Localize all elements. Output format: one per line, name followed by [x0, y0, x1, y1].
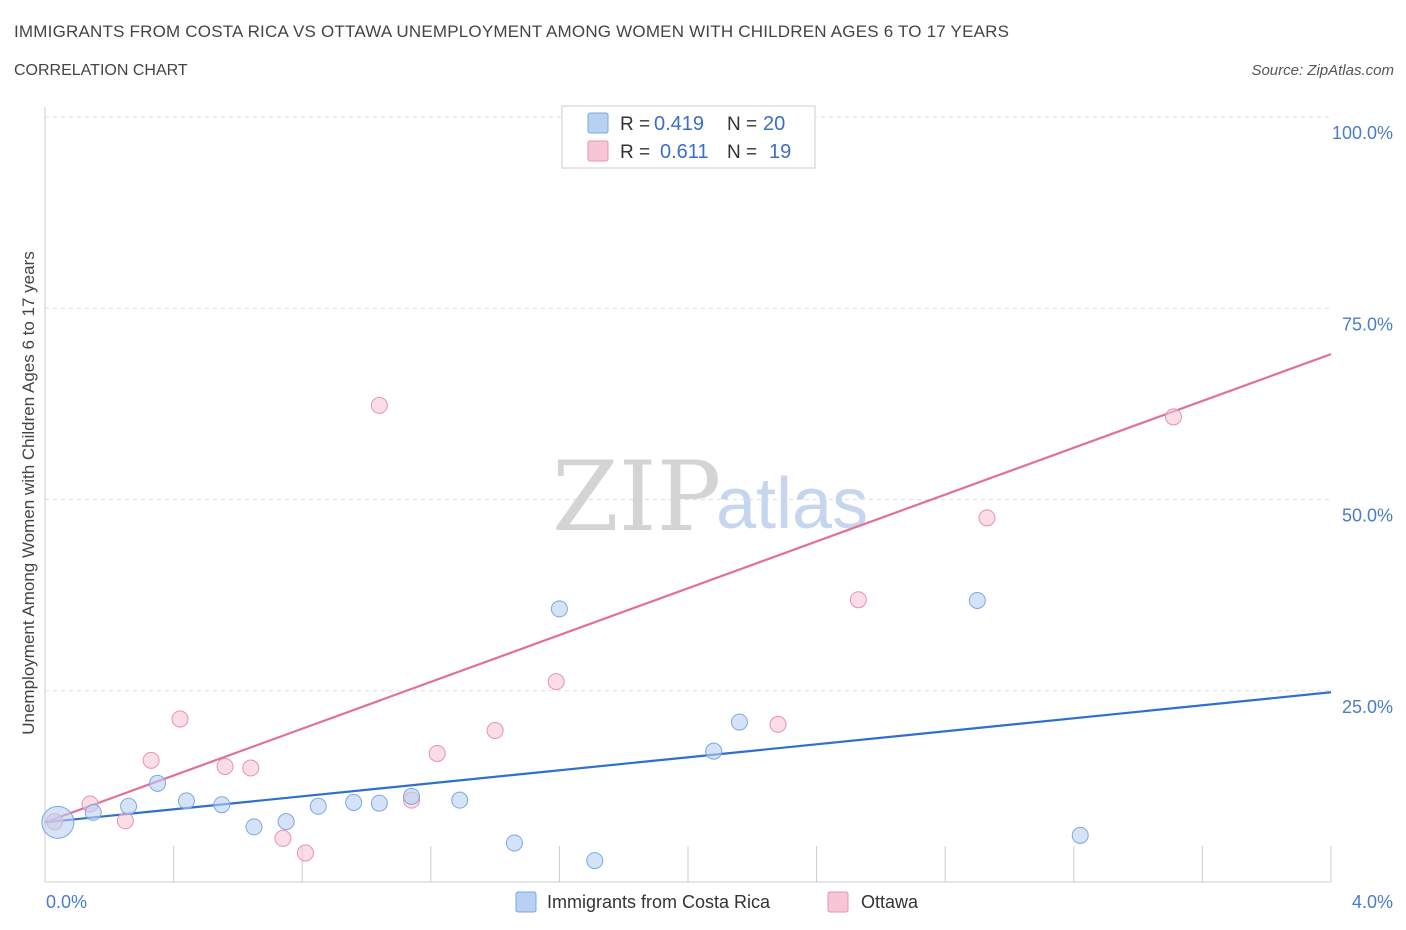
data-point-pink	[296, 844, 314, 862]
data-point-blue	[41, 805, 75, 839]
chart-title: IMMIGRANTS FROM COSTA RICA VS OTTAWA UNE…	[14, 22, 1010, 41]
data-point-blue	[309, 797, 327, 815]
series-legend-label-blue: Immigrants from Costa Rica	[547, 892, 771, 912]
data-point-pink	[769, 715, 787, 733]
y-tick-label: 100.0%	[1332, 123, 1393, 143]
data-point-pink	[370, 396, 388, 414]
legend-r-value-blue: 0.419	[654, 113, 704, 135]
data-point-pink	[142, 751, 160, 769]
legend-swatch-pink	[587, 140, 609, 162]
data-point-blue	[586, 852, 604, 870]
correlation-legend: R = 0.419 N = 20 R = 0.611 N = 19	[561, 105, 816, 169]
data-point-blue	[370, 794, 388, 812]
data-point-blue	[120, 797, 138, 815]
y-axis-title: Unemployment Among Women with Children A…	[19, 251, 38, 735]
legend-r-label: R =	[620, 114, 650, 135]
data-point-blue	[345, 793, 363, 811]
y-tick-label: 50.0%	[1342, 506, 1393, 526]
data-point-blue	[84, 803, 102, 821]
legend-swatch-blue	[587, 112, 609, 134]
legend-n-label: N =	[727, 142, 757, 163]
data-point-blue	[550, 600, 568, 618]
data-point-pink	[116, 812, 134, 830]
data-point-pink	[242, 759, 260, 777]
chart-subtitle: CORRELATION CHART	[14, 62, 188, 79]
legend-n-label: N =	[727, 114, 757, 135]
series-legend-swatch-blue	[515, 891, 537, 913]
series-legend-label-pink: Ottawa	[861, 892, 919, 912]
legend-n-value-pink: 19	[769, 141, 791, 163]
data-point-pink	[547, 673, 565, 691]
source-credit: Source: ZipAtlas.com	[1251, 62, 1394, 79]
legend-r-label: R =	[620, 142, 650, 163]
legend-n-value-blue: 20	[763, 113, 785, 135]
legend-r-value-pink: 0.611	[660, 141, 709, 163]
data-point-pink	[849, 591, 867, 609]
data-point-blue	[403, 787, 421, 805]
data-point-pink	[428, 744, 446, 762]
trend-line-blue	[44, 691, 1332, 824]
data-point-blue	[277, 813, 295, 831]
data-point-blue	[1071, 826, 1089, 844]
grid-lines	[45, 116, 1331, 692]
y-tick-label: 75.0%	[1342, 314, 1393, 334]
data-point-blue	[177, 792, 195, 810]
data-point-pink	[486, 722, 504, 740]
series-legend-swatch-pink	[827, 891, 849, 913]
data-point-blue	[451, 791, 469, 809]
x-tick-label: 4.0%	[1352, 892, 1393, 912]
y-tick-label: 25.0%	[1342, 697, 1393, 717]
data-point-blue	[705, 742, 723, 760]
x-tick-label: 0.0%	[46, 892, 87, 912]
trend-lines	[44, 353, 1332, 824]
data-point-pink	[1164, 408, 1182, 426]
data-points	[41, 108, 1182, 870]
watermark-atlas: atlas	[716, 464, 868, 544]
data-point-blue	[730, 713, 748, 731]
watermark-zip: ZIP	[552, 441, 721, 553]
data-point-blue	[245, 818, 263, 836]
data-point-pink	[978, 509, 996, 527]
series-legend: Immigrants from Costa Rica Ottawa	[515, 891, 919, 913]
data-point-pink	[171, 710, 189, 728]
trend-line-pink	[44, 353, 1332, 824]
data-point-blue	[505, 834, 523, 852]
data-point-blue	[968, 591, 986, 609]
data-point-blue	[213, 796, 231, 814]
tick-labels: 25.0% 50.0% 75.0% 100.0% 0.0% 4.0%	[46, 123, 1393, 912]
data-point-pink	[216, 757, 234, 775]
data-point-pink	[274, 829, 292, 847]
data-point-blue	[149, 774, 167, 792]
watermark: ZIP atlas	[552, 441, 868, 553]
